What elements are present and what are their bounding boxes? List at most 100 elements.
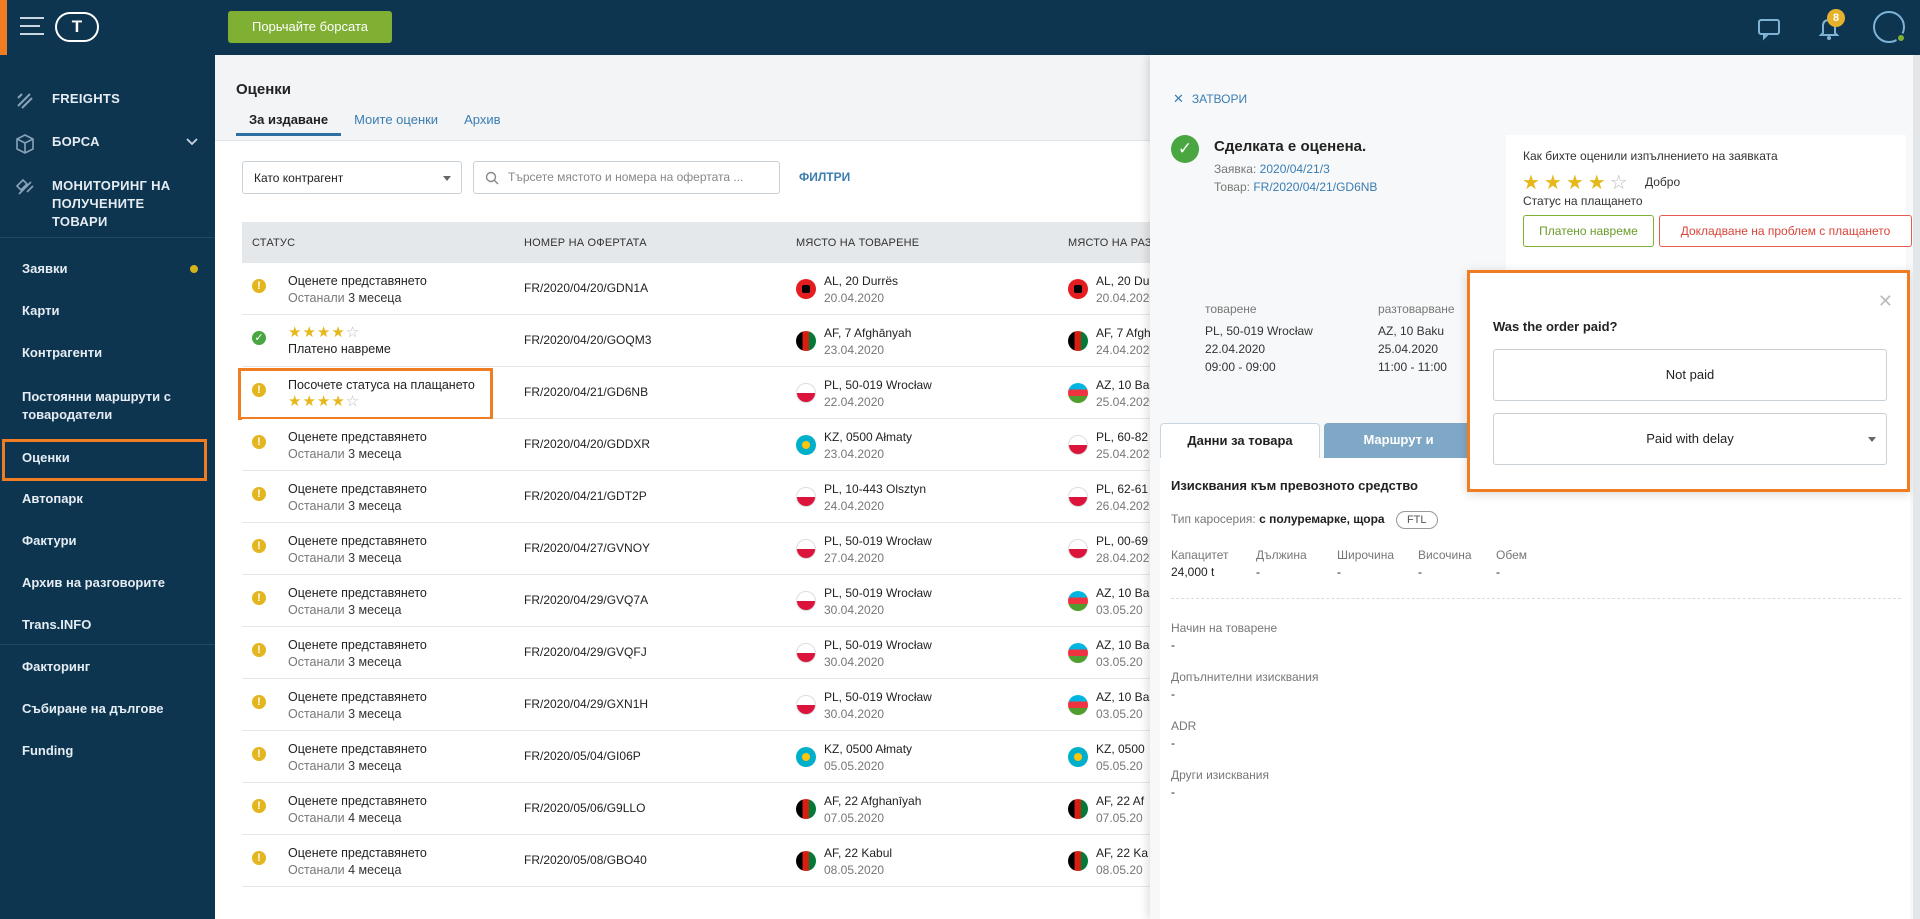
tab-route-and-cargo[interactable]: Маршрут и товар	[1324, 423, 1473, 480]
report-payment-problem-button[interactable]: Докладване на проблем с плащането	[1659, 215, 1912, 247]
sidebar-item-contractors[interactable]: Контрагенти	[22, 344, 207, 362]
offer-number[interactable]: FR/2020/04/20/GDN1A	[524, 281, 649, 295]
table-row[interactable]: ! Оценете представянето Останали 3 месеца F…	[242, 627, 1150, 679]
table-row[interactable]: ! Оценете представянето Останали 3 месеца F…	[242, 679, 1150, 731]
table-row[interactable]: ! Оценете представянето Останали 3 месеца F…	[242, 263, 1150, 315]
sidebar-item-orders[interactable]: Заявки	[22, 260, 207, 278]
spec-value: -	[1418, 565, 1422, 579]
flag-icon	[1068, 539, 1088, 559]
status-cell: ✓ ★★★★☆ Платено навреме	[242, 315, 514, 366]
paid-on-time-button[interactable]: Платено навреме	[1523, 215, 1654, 247]
role-select[interactable]: Като контрагент	[242, 161, 462, 194]
not-paid-option[interactable]: Not paid	[1493, 349, 1887, 401]
column-header-loading[interactable]: МЯСТО НА ТОВАРЕНЕ	[796, 237, 920, 249]
offer-number[interactable]: FR/2020/04/29/GVQFJ	[524, 645, 647, 659]
status-text: Оценете представянето Останали 4 месеца	[252, 793, 514, 827]
sidebar-item-fleet[interactable]: Автопарк	[22, 490, 207, 508]
offer-number[interactable]: FR/2020/05/06/G9LLO	[524, 801, 646, 815]
status-cell: ! Оценете представянето Останали 3 месеца	[242, 627, 514, 678]
spec-label: Капацитет	[1171, 548, 1229, 562]
sidebar-item-funding[interactable]: Funding	[22, 742, 207, 760]
column-header-status[interactable]: СТАТУС	[252, 237, 296, 249]
spec-length: Дължина -	[1256, 547, 1307, 581]
table-row[interactable]: ! Оценете представянето Останали 4 месеца F…	[242, 783, 1150, 835]
filled-stars: ★★★★	[288, 324, 346, 341]
table-row[interactable]: ! Оценете представянето Останали 4 месеца F…	[242, 835, 1150, 887]
spec-label: Обем	[1496, 548, 1527, 562]
column-header-offer[interactable]: НОМЕР НА ОФЕРТАТА	[524, 237, 647, 249]
offer-number[interactable]: FR/2020/04/21/GDT2P	[524, 489, 647, 503]
offer-number[interactable]: FR/2020/04/27/GVNOY	[524, 541, 651, 555]
spec-value: -	[1496, 565, 1500, 579]
sidebar-item-freights[interactable]: FREIGHTS	[14, 90, 204, 114]
status-cell: ! Оценете представянето Останали 4 месеца	[242, 835, 514, 886]
order-exchange-button[interactable]: Порьчайте борсата	[228, 11, 392, 43]
body-type-row: Тип каросерия: с полуремарке, щора FTL	[1171, 511, 1438, 529]
loading-cell: PL, 50-019 Wrocław 22.04.2020	[786, 367, 1058, 418]
user-avatar[interactable]	[1873, 11, 1906, 43]
tab-to-issue[interactable]: За издаване	[236, 112, 342, 136]
loading-date: 22.04.2020	[1205, 342, 1266, 356]
status-main: Оценете представянето	[288, 638, 427, 652]
filters-button[interactable]: ФИЛТРИ	[799, 170, 851, 184]
offer-number[interactable]: FR/2020/05/04/GI06P	[524, 749, 641, 763]
status-text: Посочете статуса на плащането ★★★★☆	[252, 377, 514, 410]
sidebar-item-chat-archive[interactable]: Архив на разговорите	[22, 574, 207, 592]
status-main: Оценете представянето	[288, 794, 427, 808]
goods-link[interactable]: FR/2020/04/21/GD6NB	[1253, 180, 1378, 194]
offer-number[interactable]: FR/2020/04/29/GXN1H	[524, 697, 649, 711]
app-logo[interactable]: T	[55, 12, 99, 42]
hamburger-menu-icon[interactable]	[20, 17, 44, 37]
panel-scrollbar[interactable]	[1913, 55, 1920, 919]
tab-archive[interactable]: Архив	[464, 112, 501, 127]
sidebar-item-ratings[interactable]: Оценки	[2, 439, 207, 481]
ftl-badge: FTL	[1395, 511, 1438, 529]
remaining-value: 3 месеца	[348, 291, 402, 305]
table-row[interactable]: ! Оценете представянето Останали 3 месеца F…	[242, 471, 1150, 523]
tab-my-ratings[interactable]: Моите оценки	[354, 112, 439, 127]
close-icon[interactable]: ✕	[1877, 291, 1893, 311]
sidebar-item-maps[interactable]: Карти	[22, 302, 207, 320]
sidebar-item-monitoring[interactable]: МОНИТОРИНГ НА ПОЛУЧЕНИТЕ ТОВАРИ	[14, 177, 204, 229]
table-row[interactable]: ! Посочете статуса на плащането ★★★★☆ FR/20…	[238, 367, 1150, 420]
column-header-unloading[interactable]: МЯСТО НА РАЗТОВАРВАНЕ	[1068, 237, 1150, 249]
close-panel-button[interactable]: ✕ ЗАТВОРИ	[1173, 91, 1247, 107]
search-input[interactable]	[508, 170, 773, 184]
flag-icon	[1068, 851, 1088, 871]
chat-icon[interactable]	[1755, 14, 1783, 42]
top-bar: T Порьчайте борсата 8	[0, 0, 1920, 55]
offer-number[interactable]: FR/2020/04/29/GVQ7A	[524, 593, 649, 607]
sidebar-item-debt-collection[interactable]: Събиране на дългове	[22, 700, 207, 718]
paid-with-delay-option[interactable]: Paid with delay	[1493, 413, 1887, 465]
sidebar-item-invoices[interactable]: Фактури	[22, 532, 207, 550]
sidebar-item-exchange[interactable]: БОРСА	[14, 133, 204, 157]
table-row[interactable]: ✓ ★★★★☆ Платено навреме FR/2020/04/20/GOQM3…	[242, 315, 1150, 367]
offer-number[interactable]: FR/2020/05/08/GBO40	[524, 853, 647, 867]
spec-value: -	[1337, 565, 1341, 579]
offer-number[interactable]: FR/2020/04/21/GD6NB	[524, 385, 649, 399]
online-status-dot	[1896, 33, 1906, 43]
ratings-content: Като контрагент ФИЛТРИ СТАТУС НОМЕР НА О…	[215, 141, 1150, 919]
filled-stars: ★★★★	[1522, 172, 1610, 194]
status-main: Оценете представянето	[288, 274, 427, 288]
unloading-date: 20.04.2020	[1096, 291, 1150, 305]
table-row[interactable]: ! Оценете представянето Останали 3 месеца F…	[242, 575, 1150, 627]
rating-stars[interactable]: ★★★★☆	[1522, 170, 1632, 195]
table-row[interactable]: ! Оценете представянето Останали 3 месеца F…	[242, 419, 1150, 471]
offer-number[interactable]: FR/2020/04/20/GOQM3	[524, 333, 652, 347]
chevron-down-icon[interactable]	[186, 137, 198, 147]
sidebar-item-routes[interactable]: Постоянни маршрути с товародатели	[22, 388, 192, 424]
flag-icon	[1068, 331, 1088, 351]
main-content: Оценки За издаване Моите оценки Архив Ка…	[215, 55, 1150, 919]
table-row[interactable]: ! Оценете представянето Останали 3 месеца F…	[242, 731, 1150, 783]
sidebar-item-factoring[interactable]: Факторинг	[22, 658, 207, 676]
unloading-place: KZ, 0500	[1096, 742, 1145, 756]
field-value: -	[1171, 736, 1175, 750]
remaining-label: Останали	[288, 811, 345, 825]
table-row[interactable]: ! Оценете представянето Останали 3 месеца F…	[242, 523, 1150, 575]
tab-cargo-data[interactable]: Данни за товара	[1160, 423, 1320, 458]
offer-number[interactable]: FR/2020/04/20/GDDXR	[524, 437, 651, 451]
loading-date: 30.04.2020	[824, 707, 885, 721]
sidebar-item-transinfo[interactable]: Trans.INFO	[22, 616, 207, 634]
order-link[interactable]: 2020/04/21/3	[1259, 162, 1330, 176]
